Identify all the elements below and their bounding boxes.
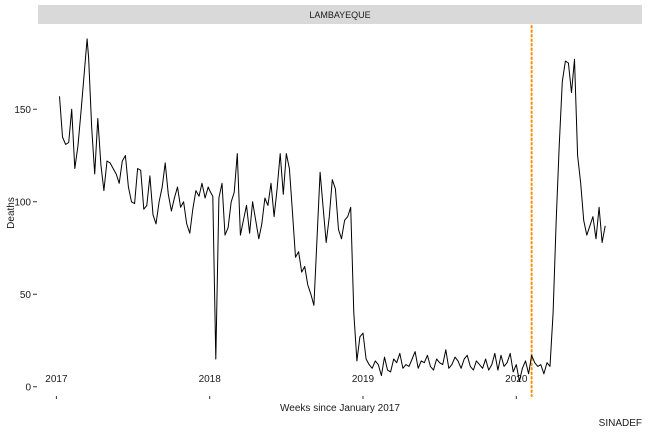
- x-tick-label: 2018: [199, 374, 222, 385]
- facet-title: LAMBAYEQUE: [309, 10, 370, 20]
- x-tick-label: 2017: [45, 374, 68, 385]
- y-tick-label: 100: [14, 197, 31, 208]
- caption: SINADEF: [599, 418, 642, 429]
- panel-background: [38, 26, 642, 396]
- y-tick-label: 50: [20, 290, 32, 301]
- x-axis: 2017 2018 2019 2020: [45, 374, 528, 399]
- facet-strip: [38, 5, 642, 24]
- series-line: [59, 38, 606, 382]
- x-axis-title: Weeks since January 2017: [280, 403, 400, 414]
- y-axis-title: Deaths: [6, 197, 17, 229]
- x-tick-label: 2020: [505, 374, 528, 385]
- series-layer: [59, 38, 606, 382]
- y-axis: 0 50 100 150: [14, 105, 37, 393]
- y-tick-label: 0: [25, 382, 31, 393]
- y-tick-label: 150: [14, 105, 31, 116]
- x-tick-label: 2019: [352, 374, 375, 385]
